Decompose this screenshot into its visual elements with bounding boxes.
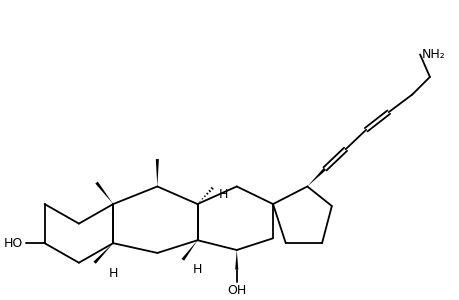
Polygon shape: [95, 182, 113, 204]
Polygon shape: [156, 159, 158, 187]
Polygon shape: [235, 250, 238, 270]
Text: H: H: [218, 188, 228, 201]
Polygon shape: [93, 243, 113, 264]
Text: HO: HO: [4, 237, 23, 250]
Text: H: H: [108, 267, 118, 280]
Text: OH: OH: [227, 284, 246, 297]
Text: H: H: [192, 263, 202, 276]
Polygon shape: [307, 168, 325, 187]
Polygon shape: [181, 240, 197, 261]
Text: NH₂: NH₂: [421, 48, 445, 61]
